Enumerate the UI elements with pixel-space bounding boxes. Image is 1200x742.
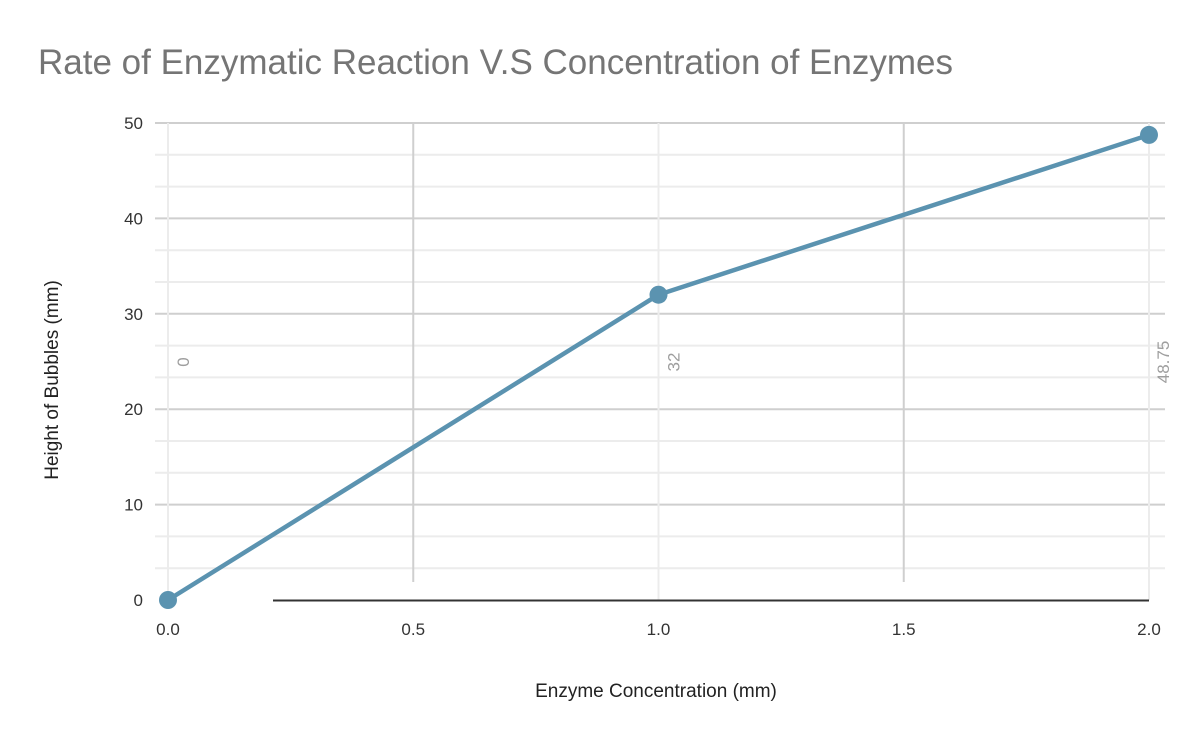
- y-tick-label: 30: [124, 305, 143, 324]
- y-axis-ticks: 0 10 20 30 40 50: [124, 114, 143, 610]
- gridlines: [155, 122, 1165, 600]
- data-label: 32: [665, 353, 684, 372]
- x-axis-ticks: 0.0 0.5 1.0 1.5 2.0: [156, 620, 1161, 639]
- series-line: [159, 125, 1158, 609]
- data-label: 0: [174, 357, 193, 366]
- x-tick-label: 2.0: [1137, 620, 1161, 639]
- chart-title: Rate of Enzymatic Reaction V.S Concentra…: [38, 43, 953, 82]
- y-tick-label: 0: [134, 591, 143, 610]
- data-labels: 0 32 48.75: [174, 341, 1173, 384]
- x-tick-label: 0.0: [156, 620, 180, 639]
- data-label: 48.75: [1154, 341, 1173, 384]
- data-point: [159, 591, 177, 609]
- y-tick-label: 10: [124, 496, 143, 515]
- y-axis-label: Height of Bubbles (mm): [42, 280, 63, 480]
- data-point: [1140, 125, 1158, 144]
- y-tick-label: 20: [124, 400, 143, 419]
- x-tick-label: 1.0: [647, 620, 671, 639]
- y-tick-label: 40: [124, 209, 143, 228]
- x-axis-label: Enzyme Concentration (mm): [535, 681, 777, 702]
- y-tick-label: 50: [124, 114, 143, 133]
- x-tick-label: 1.5: [892, 620, 916, 639]
- x-tick-label: 0.5: [401, 620, 425, 639]
- data-point: [649, 285, 668, 304]
